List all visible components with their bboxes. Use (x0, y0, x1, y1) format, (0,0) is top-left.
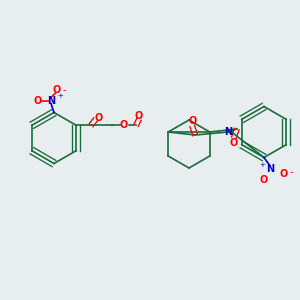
Text: O: O (230, 137, 238, 148)
Text: O: O (94, 113, 103, 123)
Text: O: O (188, 116, 196, 127)
Text: -: - (289, 167, 293, 178)
Text: +: + (57, 93, 63, 99)
Text: O: O (52, 85, 61, 95)
Text: N: N (47, 95, 55, 106)
Text: +: + (260, 162, 266, 168)
Text: O: O (279, 169, 288, 179)
Text: -: - (63, 85, 66, 95)
Text: O: O (120, 120, 128, 130)
Text: O: O (33, 95, 42, 106)
Text: O: O (260, 175, 268, 185)
Text: N: N (224, 127, 232, 137)
Text: O: O (135, 111, 143, 121)
Text: N: N (266, 164, 274, 175)
